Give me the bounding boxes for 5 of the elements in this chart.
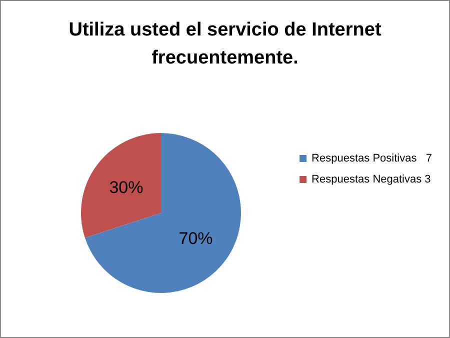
legend-label: Respuestas Positivas 7 bbox=[312, 152, 432, 164]
data-label: 30% bbox=[109, 178, 144, 198]
data-label: 70% bbox=[178, 228, 213, 248]
legend-label: Respuestas Negativas 3 bbox=[312, 174, 431, 186]
chart-title: Utiliza usted el servicio de Internet frecuentemente. bbox=[68, 20, 382, 68]
